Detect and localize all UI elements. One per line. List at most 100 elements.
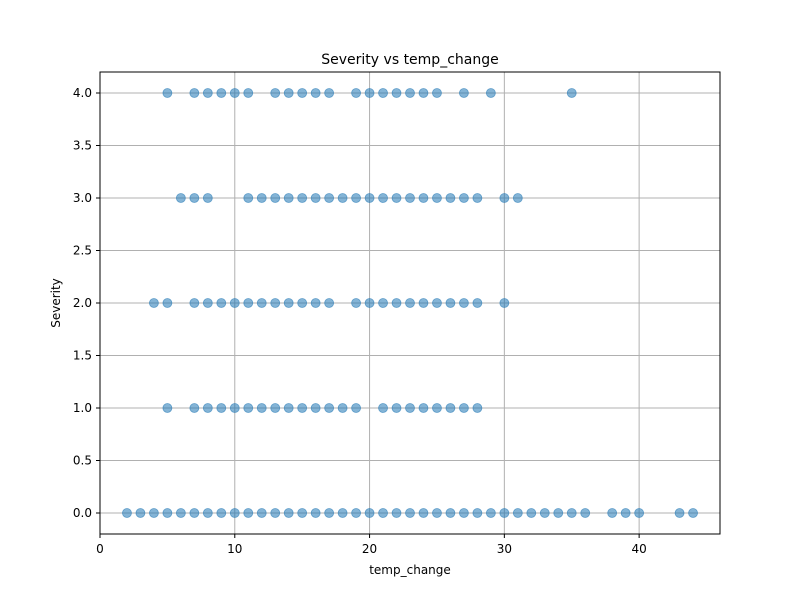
data-point [216, 508, 227, 518]
data-point [270, 193, 281, 203]
data-points [122, 88, 698, 518]
y-tick-label: 4.0 [73, 86, 92, 100]
data-point [202, 403, 213, 413]
data-point [216, 403, 227, 413]
data-point [256, 403, 267, 413]
chart-title: Severity vs temp_change [321, 52, 498, 68]
x-axis-ticks: 0 10 20 30 40 [96, 534, 647, 556]
data-point [418, 88, 429, 98]
data-point [472, 508, 483, 518]
x-tick-label: 40 [631, 542, 646, 556]
data-point [310, 298, 321, 308]
data-point [270, 88, 281, 98]
data-point [378, 403, 388, 413]
data-point [364, 508, 375, 518]
y-axis-ticks: 0.0 0.5 1.0 1.5 2.0 2.5 3.0 3.5 4.0 [73, 86, 100, 520]
data-point [459, 298, 469, 308]
data-point [310, 88, 321, 98]
data-point [351, 88, 361, 98]
data-point [283, 88, 294, 98]
y-tick-label: 1.5 [73, 349, 92, 363]
data-point [391, 88, 402, 98]
data-point [310, 508, 321, 518]
data-point [243, 298, 254, 308]
y-tick-label: 2.5 [73, 244, 92, 258]
data-point [135, 508, 146, 518]
x-tick-label: 30 [497, 542, 512, 556]
data-point [499, 193, 510, 203]
data-point [432, 508, 442, 518]
data-point [432, 193, 442, 203]
data-point [405, 403, 415, 413]
data-point [566, 508, 577, 518]
data-point [351, 193, 361, 203]
data-point [364, 298, 375, 308]
data-point [378, 508, 388, 518]
data-point [175, 193, 186, 203]
data-point [472, 193, 483, 203]
data-point [324, 298, 335, 308]
data-point [378, 298, 388, 308]
data-point [378, 193, 388, 203]
data-point [485, 508, 496, 518]
data-point [391, 193, 402, 203]
data-point [499, 298, 510, 308]
data-point [418, 403, 429, 413]
data-point [391, 298, 402, 308]
data-point [418, 508, 429, 518]
data-point [364, 193, 375, 203]
data-point [243, 88, 254, 98]
data-point [472, 403, 483, 413]
data-point [485, 88, 496, 98]
data-point [122, 508, 132, 518]
data-point [202, 193, 213, 203]
data-point [297, 508, 308, 518]
data-point [459, 508, 469, 518]
data-point [243, 403, 254, 413]
data-point [459, 88, 469, 98]
data-point [351, 298, 361, 308]
data-point [310, 193, 321, 203]
data-point [283, 298, 294, 308]
data-point [512, 193, 523, 203]
data-point [539, 508, 550, 518]
data-point [283, 508, 294, 518]
y-tick-label: 0.0 [73, 506, 92, 520]
data-point [391, 508, 402, 518]
data-point [297, 193, 308, 203]
data-point [351, 508, 361, 518]
data-point [229, 88, 240, 98]
data-point [337, 403, 348, 413]
data-point [202, 298, 213, 308]
data-point [378, 88, 388, 98]
data-point [512, 508, 523, 518]
data-point [405, 298, 415, 308]
data-point [189, 298, 200, 308]
data-point [553, 508, 564, 518]
y-tick-label: 0.5 [73, 454, 92, 468]
data-point [405, 508, 415, 518]
data-point [364, 88, 375, 98]
data-point [297, 298, 308, 308]
data-point [634, 508, 645, 518]
data-point [445, 193, 456, 203]
data-point [256, 193, 267, 203]
data-point [229, 403, 240, 413]
data-point [189, 88, 200, 98]
data-point [324, 88, 335, 98]
data-point [566, 88, 577, 98]
data-point [189, 193, 200, 203]
data-point [256, 508, 267, 518]
x-tick-label: 20 [362, 542, 377, 556]
data-point [162, 403, 173, 413]
data-point [297, 88, 308, 98]
data-point [149, 298, 159, 308]
data-point [418, 298, 429, 308]
data-point [620, 508, 631, 518]
data-point [459, 403, 469, 413]
x-tick-label: 0 [96, 542, 104, 556]
data-point [324, 193, 335, 203]
data-point [162, 298, 173, 308]
y-tick-label: 1.0 [73, 401, 92, 415]
data-point [229, 508, 240, 518]
